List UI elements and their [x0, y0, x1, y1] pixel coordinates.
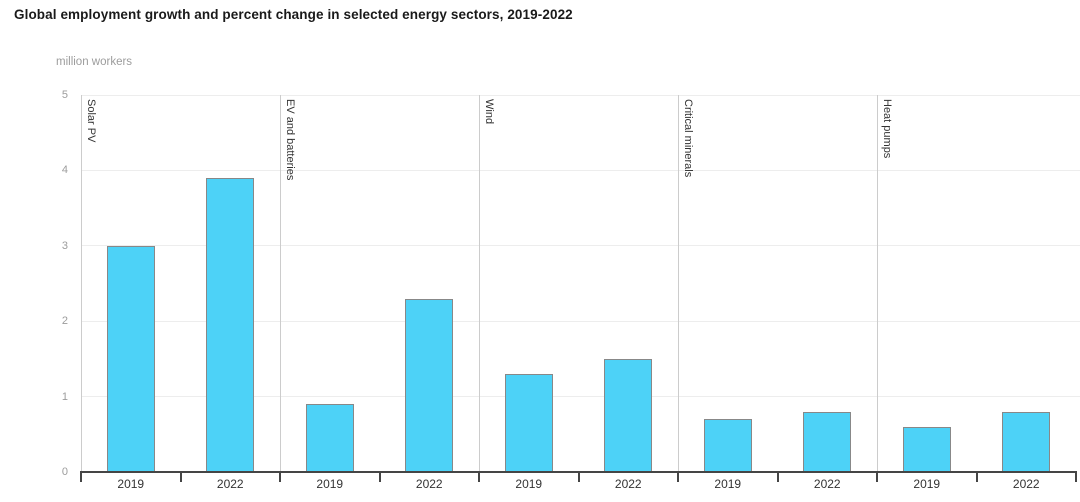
gridline-y-3	[81, 245, 1080, 247]
x-axis-label-ev-and-batteries-2019: 2019	[316, 477, 344, 491]
x-axis-tick-4	[478, 471, 480, 482]
x-axis-tick-9	[975, 471, 978, 482]
x-axis-tick-6	[677, 471, 679, 482]
bar-ev-and-batteries-2019[interactable]	[305, 404, 354, 472]
sector-label-wind: Wind	[483, 99, 495, 125]
x-axis-tick-8	[876, 471, 878, 482]
x-axis-label-wind-2019: 2019	[515, 477, 543, 491]
bar-wind-2019[interactable]	[504, 373, 553, 472]
y-axis-tick-label-4: 4	[61, 164, 68, 177]
gridline-y-4	[81, 169, 1080, 171]
bar-solar-pv-2019[interactable]	[106, 245, 155, 472]
x-axis-tick-3	[378, 471, 381, 482]
sector-divider-wind	[479, 95, 480, 472]
chart-title: Global employment growth and percent cha…	[14, 7, 573, 22]
bar-critical-minerals-2022[interactable]	[803, 411, 852, 472]
sector-divider-heat-pumps	[877, 95, 878, 472]
x-axis-tick-5	[577, 471, 580, 482]
x-axis-tick-1	[179, 471, 182, 482]
sector-divider-critical-minerals	[678, 95, 679, 472]
x-axis-label-critical-minerals-2019: 2019	[714, 477, 742, 491]
x-axis-label-wind-2022: 2022	[614, 477, 642, 491]
x-axis-label-solar-pv-2019: 2019	[117, 477, 145, 491]
bar-ev-and-batteries-2022[interactable]	[405, 298, 454, 472]
x-axis-tick-2	[279, 471, 281, 482]
bar-wind-2022[interactable]	[604, 358, 653, 472]
sector-label-solar-pv: Solar PV	[85, 99, 97, 143]
gridline-y-2	[81, 320, 1080, 322]
gridline-y-1	[81, 396, 1080, 398]
y-axis-tick-label-3: 3	[61, 239, 68, 252]
y-axis-tick-label-1: 1	[61, 390, 68, 403]
x-axis-tick-7	[776, 471, 779, 482]
x-axis-label-ev-and-batteries-2022: 2022	[415, 477, 443, 491]
y-axis-tick-label-0: 0	[61, 466, 68, 478]
x-axis-label-heat-pumps-2019: 2019	[913, 477, 941, 491]
x-axis-label-solar-pv-2022: 2022	[216, 477, 244, 491]
bar-heat-pumps-2019[interactable]	[902, 426, 951, 472]
x-axis-tick-10	[1075, 471, 1077, 482]
sector-label-ev-and-batteries: EV and batteries	[284, 99, 296, 181]
x-axis-label-heat-pumps-2022: 2022	[1012, 477, 1040, 491]
sector-label-critical-minerals: Critical minerals	[682, 99, 694, 178]
sector-label-heat-pumps: Heat pumps	[881, 99, 893, 159]
bar-heat-pumps-2022[interactable]	[1002, 411, 1051, 472]
gridline-y-5	[81, 94, 1080, 96]
bar-solar-pv-2022[interactable]	[206, 177, 255, 472]
y-axis-tick-label-2: 2	[61, 315, 68, 328]
y-axis-tick-label-5: 5	[61, 89, 68, 101]
x-axis-tick-0	[80, 471, 82, 482]
sector-divider-ev-and-batteries	[280, 95, 281, 472]
bar-critical-minerals-2019[interactable]	[703, 419, 752, 472]
y-axis-line	[81, 95, 82, 472]
y-axis-units-label: million workers	[56, 56, 133, 68]
x-axis-label-critical-minerals-2022: 2022	[813, 477, 841, 491]
